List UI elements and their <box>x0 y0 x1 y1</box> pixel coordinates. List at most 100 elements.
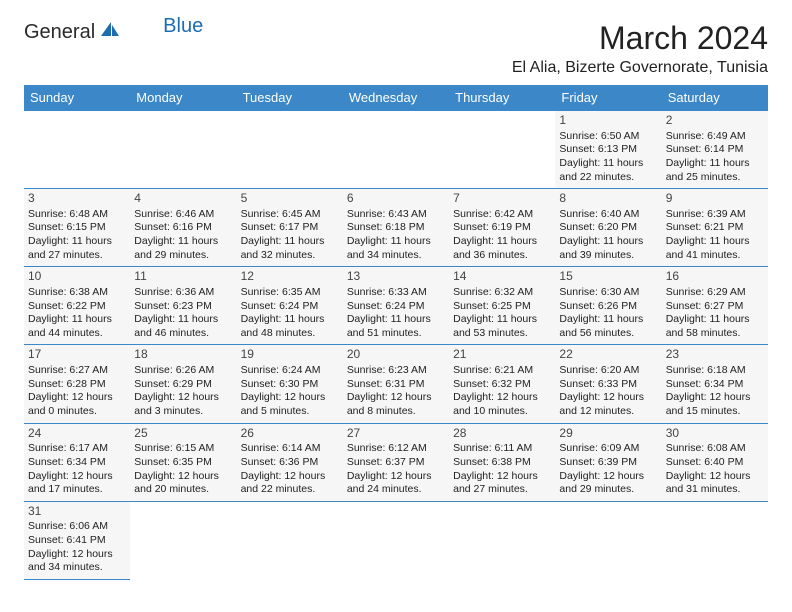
daylight-line-2: and 3 minutes. <box>134 405 232 419</box>
day-number: 14 <box>453 269 551 285</box>
daylight-line-1: Daylight: 11 hours <box>666 157 764 171</box>
calendar-cell: 27Sunrise: 6:12 AMSunset: 6:37 PMDayligh… <box>343 423 449 501</box>
daylight-line-1: Daylight: 11 hours <box>134 235 232 249</box>
calendar-cell-empty <box>662 501 768 579</box>
day-number: 4 <box>134 191 232 207</box>
daylight-line-1: Daylight: 11 hours <box>28 313 126 327</box>
sunrise-line: Sunrise: 6:50 AM <box>559 130 657 144</box>
day-number: 13 <box>347 269 445 285</box>
day-number: 11 <box>134 269 232 285</box>
daylight-line-1: Daylight: 12 hours <box>28 391 126 405</box>
calendar-cell-empty <box>237 111 343 189</box>
daylight-line-2: and 34 minutes. <box>28 561 126 575</box>
calendar-cell: 19Sunrise: 6:24 AMSunset: 6:30 PMDayligh… <box>237 345 343 423</box>
sunrise-line: Sunrise: 6:06 AM <box>28 520 126 534</box>
sunset-line: Sunset: 6:36 PM <box>241 456 339 470</box>
calendar-body: 1Sunrise: 6:50 AMSunset: 6:13 PMDaylight… <box>24 111 768 580</box>
daylight-line-2: and 24 minutes. <box>347 483 445 497</box>
logo-text-blue: Blue <box>163 15 203 38</box>
location: El Alia, Bizerte Governorate, Tunisia <box>512 59 768 77</box>
daylight-line-2: and 39 minutes. <box>559 249 657 263</box>
calendar-cell: 6Sunrise: 6:43 AMSunset: 6:18 PMDaylight… <box>343 189 449 267</box>
sunrise-line: Sunrise: 6:17 AM <box>28 442 126 456</box>
calendar-cell: 8Sunrise: 6:40 AMSunset: 6:20 PMDaylight… <box>555 189 661 267</box>
daylight-line-2: and 10 minutes. <box>453 405 551 419</box>
daylight-line-1: Daylight: 12 hours <box>347 391 445 405</box>
daylight-line-1: Daylight: 12 hours <box>453 470 551 484</box>
daylight-line-1: Daylight: 11 hours <box>453 313 551 327</box>
sunset-line: Sunset: 6:16 PM <box>134 221 232 235</box>
daylight-line-1: Daylight: 11 hours <box>241 313 339 327</box>
day-number: 26 <box>241 426 339 442</box>
calendar-cell: 25Sunrise: 6:15 AMSunset: 6:35 PMDayligh… <box>130 423 236 501</box>
calendar-cell: 17Sunrise: 6:27 AMSunset: 6:28 PMDayligh… <box>24 345 130 423</box>
logo-sail-icon <box>99 20 121 44</box>
day-number: 18 <box>134 347 232 363</box>
calendar-cell: 7Sunrise: 6:42 AMSunset: 6:19 PMDaylight… <box>449 189 555 267</box>
day-number: 2 <box>666 113 764 129</box>
sunset-line: Sunset: 6:23 PM <box>134 300 232 314</box>
calendar-row: 3Sunrise: 6:48 AMSunset: 6:15 PMDaylight… <box>24 189 768 267</box>
sunset-line: Sunset: 6:20 PM <box>559 221 657 235</box>
daylight-line-2: and 22 minutes. <box>559 171 657 185</box>
calendar-cell: 3Sunrise: 6:48 AMSunset: 6:15 PMDaylight… <box>24 189 130 267</box>
daylight-line-2: and 8 minutes. <box>347 405 445 419</box>
day-number: 12 <box>241 269 339 285</box>
calendar-cell: 2Sunrise: 6:49 AMSunset: 6:14 PMDaylight… <box>662 111 768 189</box>
sunrise-line: Sunrise: 6:48 AM <box>28 208 126 222</box>
day-number: 15 <box>559 269 657 285</box>
daylight-line-1: Daylight: 11 hours <box>241 235 339 249</box>
sunrise-line: Sunrise: 6:08 AM <box>666 442 764 456</box>
daylight-line-2: and 31 minutes. <box>666 483 764 497</box>
calendar-cell: 15Sunrise: 6:30 AMSunset: 6:26 PMDayligh… <box>555 267 661 345</box>
sunrise-line: Sunrise: 6:23 AM <box>347 364 445 378</box>
sunrise-line: Sunrise: 6:18 AM <box>666 364 764 378</box>
sunset-line: Sunset: 6:35 PM <box>134 456 232 470</box>
calendar-cell: 9Sunrise: 6:39 AMSunset: 6:21 PMDaylight… <box>662 189 768 267</box>
calendar-cell: 1Sunrise: 6:50 AMSunset: 6:13 PMDaylight… <box>555 111 661 189</box>
sunset-line: Sunset: 6:25 PM <box>453 300 551 314</box>
day-number: 23 <box>666 347 764 363</box>
day-number: 25 <box>134 426 232 442</box>
daylight-line-1: Daylight: 12 hours <box>666 470 764 484</box>
day-header: Wednesday <box>343 85 449 111</box>
sunset-line: Sunset: 6:17 PM <box>241 221 339 235</box>
sunset-line: Sunset: 6:27 PM <box>666 300 764 314</box>
title-block: March 2024 El Alia, Bizerte Governorate,… <box>512 20 768 77</box>
sunrise-line: Sunrise: 6:09 AM <box>559 442 657 456</box>
daylight-line-2: and 41 minutes. <box>666 249 764 263</box>
sunrise-line: Sunrise: 6:15 AM <box>134 442 232 456</box>
calendar-cell-empty <box>343 111 449 189</box>
day-header: Thursday <box>449 85 555 111</box>
day-number: 21 <box>453 347 551 363</box>
calendar-cell-empty <box>130 111 236 189</box>
sunset-line: Sunset: 6:29 PM <box>134 378 232 392</box>
calendar-cell: 16Sunrise: 6:29 AMSunset: 6:27 PMDayligh… <box>662 267 768 345</box>
daylight-line-1: Daylight: 12 hours <box>559 470 657 484</box>
daylight-line-1: Daylight: 12 hours <box>241 391 339 405</box>
calendar-cell: 10Sunrise: 6:38 AMSunset: 6:22 PMDayligh… <box>24 267 130 345</box>
daylight-line-2: and 29 minutes. <box>559 483 657 497</box>
daylight-line-1: Daylight: 11 hours <box>134 313 232 327</box>
daylight-line-2: and 15 minutes. <box>666 405 764 419</box>
sunrise-line: Sunrise: 6:46 AM <box>134 208 232 222</box>
calendar-cell: 24Sunrise: 6:17 AMSunset: 6:34 PMDayligh… <box>24 423 130 501</box>
daylight-line-1: Daylight: 11 hours <box>666 235 764 249</box>
daylight-line-1: Daylight: 12 hours <box>134 391 232 405</box>
sunrise-line: Sunrise: 6:32 AM <box>453 286 551 300</box>
daylight-line-2: and 51 minutes. <box>347 327 445 341</box>
sunset-line: Sunset: 6:13 PM <box>559 143 657 157</box>
daylight-line-2: and 5 minutes. <box>241 405 339 419</box>
daylight-line-2: and 48 minutes. <box>241 327 339 341</box>
day-number: 31 <box>28 504 126 520</box>
day-number: 8 <box>559 191 657 207</box>
day-number: 20 <box>347 347 445 363</box>
calendar-cell-empty <box>24 111 130 189</box>
sunset-line: Sunset: 6:32 PM <box>453 378 551 392</box>
calendar-cell: 18Sunrise: 6:26 AMSunset: 6:29 PMDayligh… <box>130 345 236 423</box>
day-header: Tuesday <box>237 85 343 111</box>
sunrise-line: Sunrise: 6:27 AM <box>28 364 126 378</box>
sunrise-line: Sunrise: 6:26 AM <box>134 364 232 378</box>
daylight-line-2: and 27 minutes. <box>28 249 126 263</box>
daylight-line-1: Daylight: 11 hours <box>453 235 551 249</box>
